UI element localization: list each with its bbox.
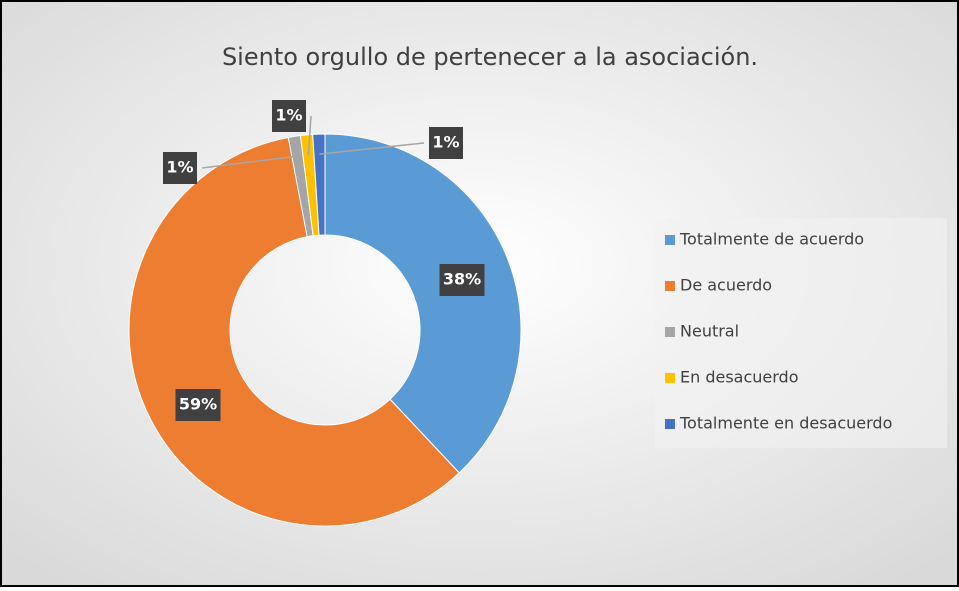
legend-swatch: [665, 235, 675, 245]
leader-line: [201, 155, 298, 169]
chart-title: Siento orgullo de pertenecer a la asocia…: [222, 43, 758, 71]
legend-label: Totalmente de acuerdo: [679, 230, 864, 249]
legend-label: Neutral: [680, 322, 739, 341]
data-label: 38%: [443, 270, 481, 289]
leader-line: [319, 142, 425, 155]
legend-swatch: [665, 373, 675, 383]
data-label: 1%: [432, 133, 459, 152]
legend-swatch: [665, 281, 675, 291]
data-label-box: [439, 264, 485, 296]
legend-swatch: [665, 419, 675, 429]
data-label-box: [272, 100, 306, 132]
data-label-box: [175, 389, 221, 421]
legend-box: [655, 218, 947, 448]
legend-label: En desacuerdo: [680, 368, 799, 387]
data-label: 1%: [166, 158, 193, 177]
data-label-box: [163, 152, 197, 184]
slice: [324, 133, 522, 474]
slice: [128, 136, 460, 527]
legend-label: Totalmente en desacuerdo: [679, 414, 892, 433]
slice: [312, 133, 326, 236]
leader-line: [307, 115, 312, 155]
legend-label: De acuerdo: [680, 276, 772, 295]
legend-swatch: [665, 327, 675, 337]
data-label: 59%: [179, 395, 217, 414]
data-label: 1%: [275, 106, 302, 125]
data-label-box: [429, 127, 463, 159]
